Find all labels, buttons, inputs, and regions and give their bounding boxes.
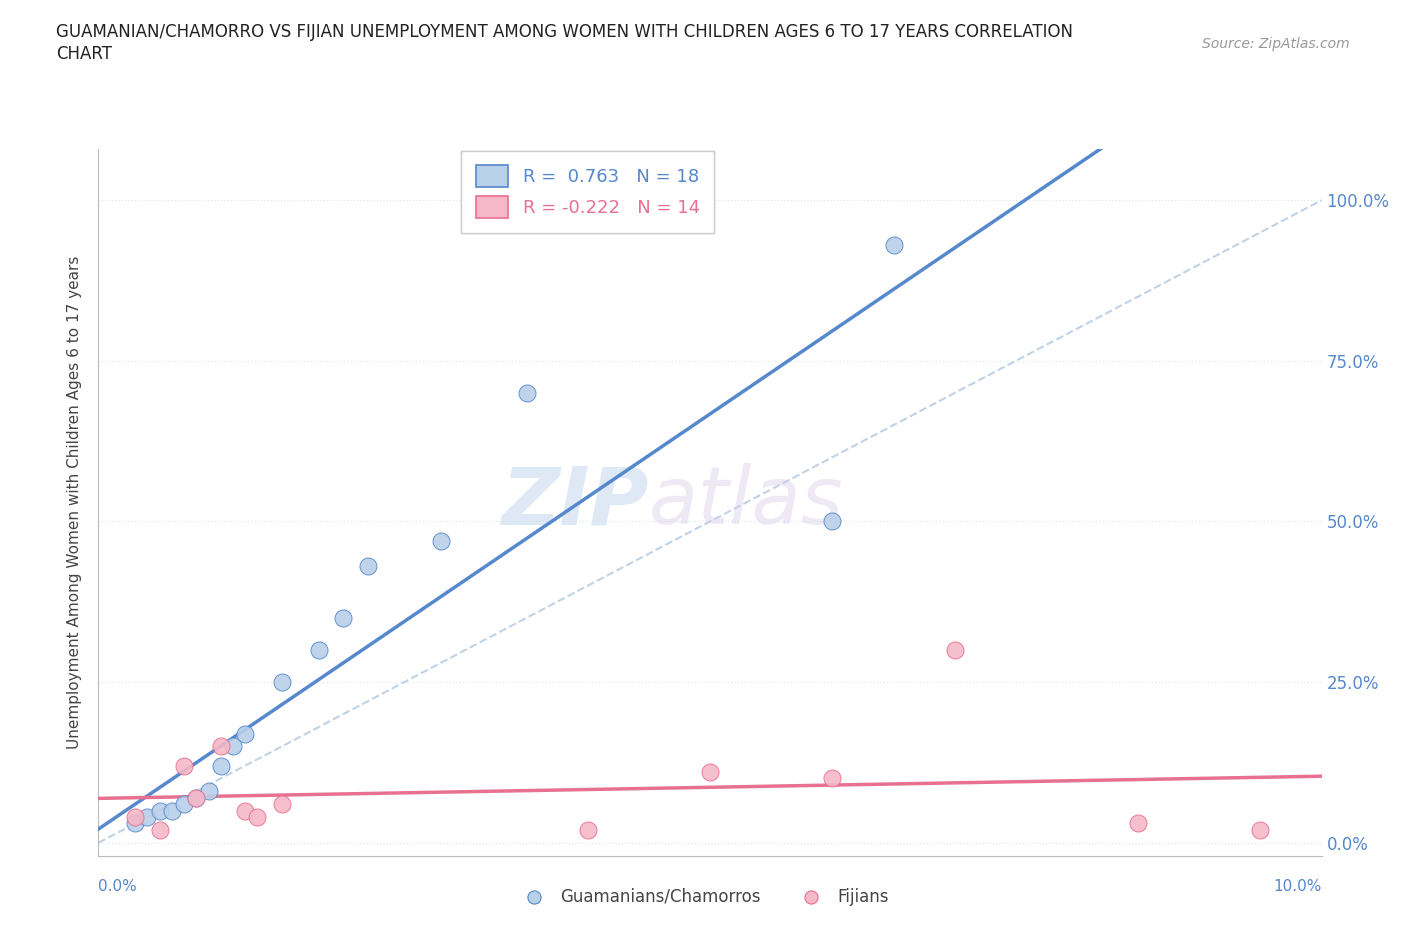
- Point: [516, 386, 538, 401]
- Point: [173, 797, 195, 812]
- Text: atlas: atlas: [650, 463, 844, 541]
- Point: [186, 790, 208, 805]
- Text: 10.0%: 10.0%: [1274, 879, 1322, 894]
- Text: CHART: CHART: [56, 45, 112, 62]
- Y-axis label: Unemployment Among Women with Children Ages 6 to 17 years: Unemployment Among Women with Children A…: [67, 256, 83, 749]
- Point: [332, 610, 354, 625]
- Legend: Guamanians/Chamorros, Fijians: Guamanians/Chamorros, Fijians: [510, 881, 896, 912]
- Point: [576, 822, 599, 837]
- Legend: R =  0.763   N = 18, R = -0.222   N = 14: R = 0.763 N = 18, R = -0.222 N = 14: [461, 151, 714, 232]
- Point: [124, 816, 146, 830]
- Point: [160, 804, 183, 818]
- Point: [270, 797, 292, 812]
- Point: [209, 739, 232, 754]
- Point: [186, 790, 208, 805]
- Point: [209, 758, 232, 773]
- Point: [308, 643, 330, 658]
- Text: Source: ZipAtlas.com: Source: ZipAtlas.com: [1202, 37, 1350, 51]
- Point: [173, 758, 195, 773]
- Point: [1249, 822, 1271, 837]
- Point: [821, 771, 844, 786]
- Point: [124, 810, 146, 825]
- Point: [149, 822, 172, 837]
- Point: [883, 238, 905, 253]
- Text: ZIP: ZIP: [502, 463, 650, 541]
- Point: [233, 804, 256, 818]
- Point: [197, 784, 219, 799]
- Text: 0.0%: 0.0%: [98, 879, 138, 894]
- Point: [1128, 816, 1150, 830]
- Point: [233, 726, 256, 741]
- Text: GUAMANIAN/CHAMORRO VS FIJIAN UNEMPLOYMENT AMONG WOMEN WITH CHILDREN AGES 6 TO 17: GUAMANIAN/CHAMORRO VS FIJIAN UNEMPLOYMEN…: [56, 23, 1073, 41]
- Point: [356, 559, 378, 574]
- Point: [149, 804, 172, 818]
- Point: [222, 739, 245, 754]
- Point: [136, 810, 159, 825]
- Point: [943, 643, 966, 658]
- Point: [246, 810, 269, 825]
- Point: [821, 514, 844, 529]
- Point: [430, 533, 453, 548]
- Point: [270, 674, 292, 689]
- Point: [699, 764, 721, 779]
